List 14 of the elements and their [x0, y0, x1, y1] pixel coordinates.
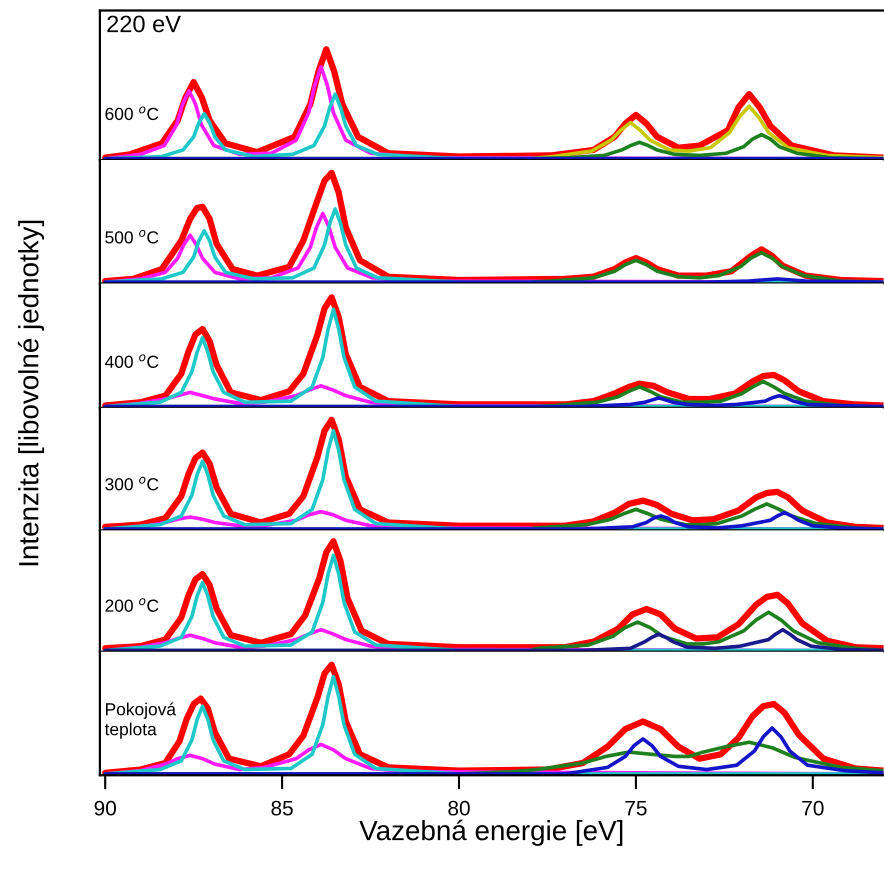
annotation: 500 $^{o}$C [105, 230, 158, 244]
x-tick-label: 75 [625, 801, 647, 816]
annotation: 300 $^{o}$C [105, 476, 158, 490]
x-tick-label: 90 [94, 800, 116, 816]
annotation: 200 $^{o}$C [105, 598, 158, 612]
x-tick-label: 70 [802, 800, 824, 816]
text: 220 eV [107, 16, 181, 32]
x-axis-title: Vazebná energie [eV] [359, 820, 622, 846]
annotation: 400 $^{o}$C [104, 354, 158, 368]
annotation: 600 $^{o}$C [105, 106, 158, 120]
annotation: Pokojová teplota [104, 702, 176, 739]
x-tick-label: 85 [271, 800, 293, 816]
y-axis-title: Intenzita [libovolné jednotky] [18, 220, 44, 566]
x-tick-label: 80 [448, 800, 470, 816]
